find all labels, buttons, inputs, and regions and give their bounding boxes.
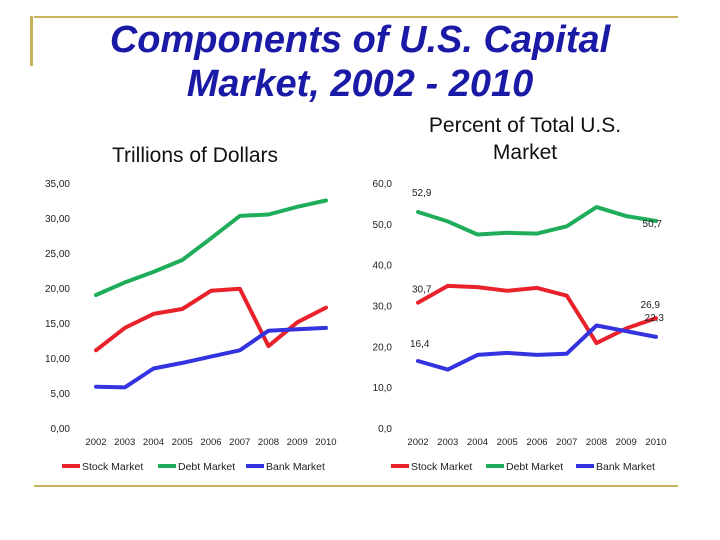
y-tick-label: 50,0 (373, 220, 393, 231)
y-tick-label: 30,0 (373, 302, 393, 313)
y-tick-label: 20,0 (373, 342, 393, 353)
frame-top-rule (34, 16, 678, 18)
x-tick-label: 2006 (200, 437, 221, 448)
slide-title-line-1: Components of U.S. Capital (109, 19, 611, 61)
data-label: 22,3 (645, 313, 665, 324)
chart-left-title: Trillions of Dollars (111, 144, 279, 167)
y-tick-label: 40,0 (373, 261, 393, 272)
data-label: 52,9 (412, 188, 432, 199)
series-line-debt-market (94, 198, 328, 297)
legend-label: Debt Market (506, 461, 563, 473)
x-tick-label: 2008 (258, 437, 279, 448)
x-tick-label: 2007 (556, 437, 577, 448)
x-tick-label: 2007 (229, 437, 250, 448)
y-tick-label: 20,00 (45, 284, 70, 295)
y-tick-label: 35,00 (45, 179, 70, 190)
chart-right-title: Percent of Total U.S. Market (428, 114, 622, 164)
x-tick-label: 2010 (315, 437, 336, 448)
y-tick-label: 25,00 (45, 249, 70, 260)
series-line-bank-market (94, 325, 328, 390)
x-tick-label: 2005 (172, 437, 193, 448)
x-tick-label: 2004 (143, 437, 164, 448)
legend-label: Debt Market (178, 461, 235, 473)
x-tick-label: 2006 (526, 437, 547, 448)
x-tick-label: 2008 (586, 437, 607, 448)
y-tick-label: 15,00 (45, 319, 70, 330)
y-tick-label: 30,00 (45, 214, 70, 225)
x-tick-label: 2002 (85, 437, 106, 448)
frame-left-bar (30, 16, 33, 66)
data-label: 30,7 (412, 285, 432, 296)
slide-title: Components of U.S. Capital Market, 2002 … (60, 18, 660, 106)
x-tick-label: 2009 (616, 437, 637, 448)
series-line-stock-market (416, 283, 658, 346)
x-tick-label: 2003 (114, 437, 135, 448)
x-tick-label: 2009 (287, 437, 308, 448)
legend-label: Bank Market (596, 461, 655, 473)
legend-swatch (158, 464, 176, 468)
series-line-bank-market (416, 323, 658, 372)
legend-label: Stock Market (411, 461, 472, 473)
y-tick-label: 60,0 (373, 179, 393, 190)
series-line-debt-market (416, 205, 658, 237)
data-label: 50,7 (643, 219, 663, 230)
x-tick-label: 2005 (497, 437, 518, 448)
data-label: 26,9 (641, 300, 661, 311)
frame-bottom-rule (34, 485, 678, 487)
x-tick-label: 2010 (645, 437, 666, 448)
data-label: 16,4 (410, 339, 430, 350)
legend-label: Stock Market (82, 461, 143, 473)
legend-swatch (576, 464, 594, 468)
y-tick-label: 5,00 (51, 389, 71, 400)
legend-swatch (486, 464, 504, 468)
y-tick-label: 0,00 (51, 424, 71, 435)
x-tick-label: 2002 (407, 437, 428, 448)
x-tick-label: 2003 (437, 437, 458, 448)
y-tick-label: 10,0 (373, 383, 393, 394)
legend-swatch (62, 464, 80, 468)
slide-title-line-2: Market, 2002 - 2010 (186, 63, 534, 105)
legend-swatch (246, 464, 264, 468)
y-tick-label: 0,0 (378, 424, 392, 435)
y-tick-label: 10,00 (45, 354, 70, 365)
legend-swatch (391, 464, 409, 468)
legend-label: Bank Market (266, 461, 325, 473)
x-tick-label: 2004 (467, 437, 488, 448)
